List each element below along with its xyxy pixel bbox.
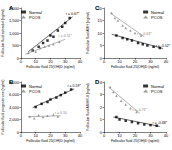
svg-text:3: 3	[100, 92, 103, 97]
svg-text:8,000: 8,000	[9, 80, 20, 85]
svg-text:5: 5	[100, 43, 103, 48]
svg-text:Follicular fluid 25(OH)D (ng/m: Follicular fluid 25(OH)D (ng/ml)	[26, 139, 74, 143]
svg-text:Normal: Normal	[29, 83, 42, 89]
svg-text:Follicular fluid 25(OH)D (ng/m: Follicular fluid 25(OH)D (ng/ml)	[111, 139, 159, 143]
svg-text:PCOS: PCOS	[29, 89, 41, 94]
svg-text:2,000: 2,000	[9, 117, 20, 122]
svg-text:Follicular fluid estradiol (ng: Follicular fluid estradiol (ng/ml)	[1, 9, 5, 56]
svg-text:40: 40	[164, 133, 169, 138]
svg-text:Follicular fluid 25(OH)D (ng/m: Follicular fluid 25(OH)D (ng/ml)	[111, 65, 159, 69]
svg-text:r = -0.48*: r = -0.48*	[153, 121, 168, 125]
svg-text:PCOS: PCOS	[151, 15, 163, 20]
svg-text:Normal: Normal	[151, 9, 164, 15]
svg-text:r = 0.10: r = 0.10	[55, 111, 67, 115]
svg-text:r = 0.59*: r = 0.59*	[67, 84, 81, 88]
svg-text:1,500: 1,500	[9, 18, 20, 23]
svg-text:r = 0.51*: r = 0.51*	[59, 34, 73, 38]
svg-text:20: 20	[133, 133, 138, 138]
svg-text:20: 20	[97, 5, 102, 11]
svg-text:30: 30	[148, 59, 153, 64]
svg-text:2: 2	[100, 105, 103, 110]
svg-text:PCOS: PCOS	[29, 15, 41, 20]
svg-text:Follicular fluid AMHR-II (ng/m: Follicular fluid AMHR-II (ng/ml)	[86, 83, 90, 130]
svg-text:0: 0	[20, 59, 23, 64]
svg-text:10: 10	[33, 59, 38, 64]
svg-text:0: 0	[16, 129, 19, 135]
svg-text:15: 15	[98, 18, 103, 23]
svg-text:20: 20	[48, 59, 53, 64]
svg-text:0: 0	[103, 133, 106, 138]
svg-text:r = -0.71*: r = -0.71*	[132, 108, 147, 112]
svg-text:30: 30	[63, 59, 68, 64]
svg-text:0: 0	[99, 129, 102, 135]
svg-text:Follicular fluid progesterone: Follicular fluid progesterone (ng/ml)	[1, 80, 5, 135]
svg-text:A: A	[9, 5, 14, 11]
svg-text:40: 40	[164, 59, 169, 64]
svg-text:0: 0	[16, 55, 19, 61]
svg-text:0: 0	[20, 133, 23, 138]
svg-text:10: 10	[33, 133, 38, 138]
svg-text:10: 10	[117, 59, 122, 64]
svg-text:10: 10	[98, 31, 103, 36]
svg-text:20: 20	[48, 133, 53, 138]
svg-text:500: 500	[12, 43, 19, 48]
svg-text:30: 30	[63, 133, 68, 138]
svg-text:4: 4	[100, 80, 103, 85]
svg-text:PCOS: PCOS	[151, 89, 163, 94]
svg-text:Follicular fluid AMH (ng/ml): Follicular fluid AMH (ng/ml)	[86, 12, 90, 54]
svg-text:B: B	[9, 79, 14, 85]
svg-text:4,000: 4,000	[9, 105, 20, 110]
svg-text:Normal: Normal	[151, 83, 164, 89]
svg-text:30: 30	[148, 133, 153, 138]
svg-text:Follicular fluid 25(OH)D (ng/m: Follicular fluid 25(OH)D (ng/ml)	[26, 65, 74, 69]
svg-text:2,000: 2,000	[9, 6, 20, 11]
svg-text:1: 1	[100, 117, 103, 122]
svg-text:40: 40	[78, 59, 83, 64]
svg-text:20: 20	[133, 59, 138, 64]
svg-text:0: 0	[99, 55, 102, 61]
svg-text:r = -0.63*: r = -0.63*	[137, 32, 152, 36]
svg-text:C: C	[95, 5, 100, 11]
svg-text:40: 40	[78, 133, 83, 138]
svg-text:Normal: Normal	[29, 9, 42, 15]
svg-text:1,000: 1,000	[9, 31, 20, 36]
svg-text:D: D	[95, 79, 100, 85]
svg-text:r = 0.67*: r = 0.67*	[66, 12, 80, 16]
svg-text:r = -0.52*: r = -0.52*	[156, 44, 171, 48]
svg-text:0: 0	[103, 59, 106, 64]
svg-text:6,000: 6,000	[9, 92, 20, 97]
svg-text:10: 10	[117, 133, 122, 138]
